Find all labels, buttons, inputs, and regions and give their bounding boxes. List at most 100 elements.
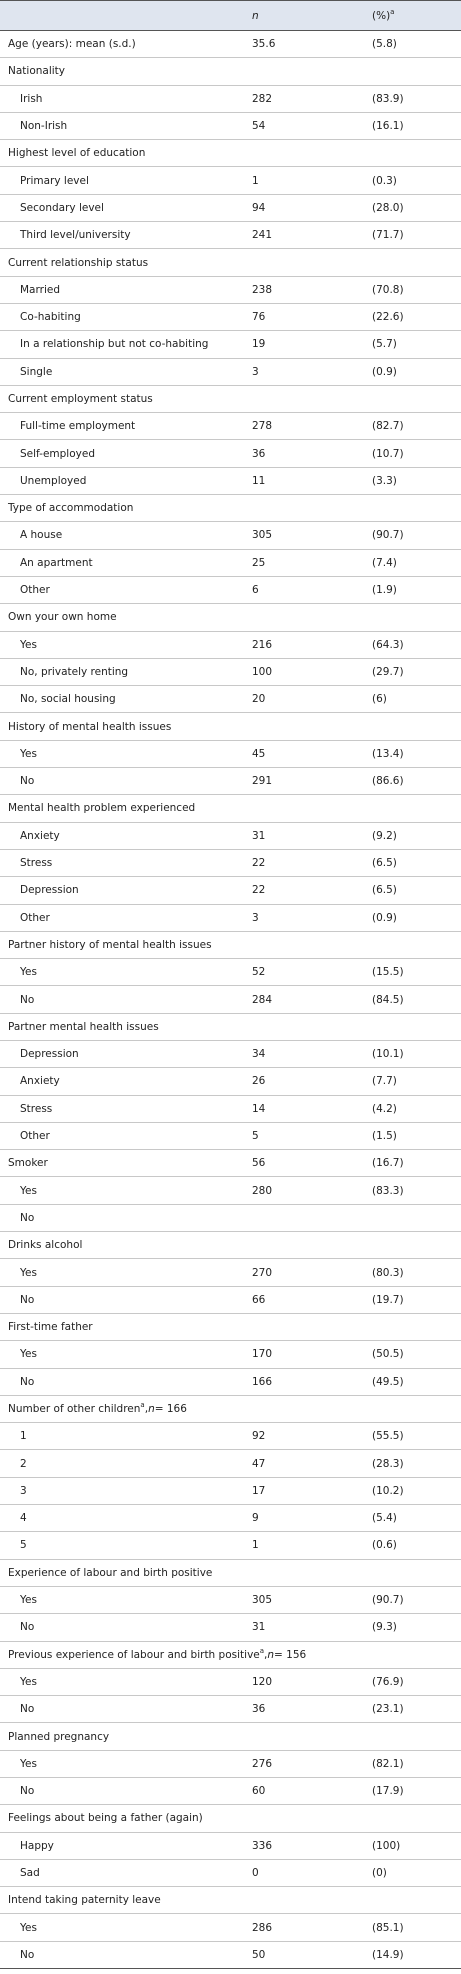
label-text: Secondary level <box>20 201 104 214</box>
label-text: Yes <box>20 966 37 979</box>
n-cell: 305 <box>252 529 273 542</box>
n-cell: 26 <box>252 1075 266 1088</box>
pct-cell: (64.3) <box>372 638 404 651</box>
n-cell: 94 <box>252 201 266 214</box>
table-row: Yes 52 (15.5) <box>0 959 461 987</box>
row-label: A house <box>20 522 62 548</box>
label-text: Single <box>20 365 53 378</box>
label-text: Intend taking paternity leave <box>8 1894 161 1907</box>
table-row: No 50 (14.9) <box>0 1942 461 1970</box>
label-text: No <box>20 1375 35 1388</box>
pct-cell: (3.3) <box>372 474 397 487</box>
pct-cell: (0) <box>372 1867 387 1880</box>
table-row: Secondary level 94 (28.0) <box>0 195 461 223</box>
table-row: Yes 270 (80.3) <box>0 1259 461 1287</box>
row-label: Happy <box>20 1833 54 1859</box>
row-label: Third level/university <box>20 222 131 248</box>
n-cell: 238 <box>252 283 273 296</box>
n-cell: 92 <box>252 1430 266 1443</box>
n-cell: 54 <box>252 120 266 133</box>
label-text: Happy <box>20 1839 54 1852</box>
table-row: Happy 336 (100) <box>0 1833 461 1860</box>
row-label: Current employment status <box>8 386 153 412</box>
row-label: No <box>20 1614 34 1640</box>
table-row: Yes 170 (50.5) <box>0 1341 461 1369</box>
label-text: 5 <box>20 1539 27 1552</box>
label-text: Partner history of mental health issues <box>8 938 212 951</box>
n-cell: 3 <box>252 365 259 378</box>
label-var: n <box>148 1402 155 1415</box>
pct-cell: (83.3) <box>372 1184 404 1197</box>
pct-cell: (6.5) <box>372 884 397 897</box>
pct-cell: (1.5) <box>372 1130 397 1143</box>
row-label: No, privately renting <box>20 659 128 685</box>
n-cell: 31 <box>252 829 266 842</box>
row-label: Yes <box>20 1341 37 1367</box>
label-text: Number of other children <box>8 1402 141 1415</box>
row-label: Partner mental health issues <box>8 1014 159 1040</box>
row-label: No <box>20 1942 34 1968</box>
row-label: Other <box>20 905 50 931</box>
label-tail: , <box>144 1402 149 1415</box>
n-cell: 47 <box>252 1457 266 1470</box>
n-cell: 120 <box>252 1675 273 1688</box>
pct-cell: (86.6) <box>372 775 404 788</box>
label-tail: , <box>264 1648 268 1661</box>
label-text: No <box>20 1293 35 1306</box>
label-text: No <box>20 1703 35 1716</box>
n-cell: 56 <box>252 1157 266 1170</box>
label-text: Previous experience of labour and birth … <box>8 1648 260 1661</box>
header-n: n <box>252 1 259 30</box>
label-text: In a relationship but not co-habiting <box>20 338 209 351</box>
header-n-text: n <box>252 9 259 22</box>
header-row: n (%) a <box>0 1 461 31</box>
row-label: Current relationship status <box>8 249 148 275</box>
pct-cell: (4.2) <box>372 1102 397 1115</box>
n-cell: 216 <box>252 638 273 651</box>
table-row: Depression 22 (6.5) <box>0 877 461 905</box>
pct-cell: (0.3) <box>372 174 397 187</box>
n-cell: 170 <box>252 1348 273 1361</box>
row-label: History of mental health issues <box>8 713 171 739</box>
row-label: No <box>20 1369 34 1395</box>
n-cell: 36 <box>252 1703 266 1716</box>
row-label: No <box>20 986 34 1012</box>
table-row: Own your own home <box>0 604 461 632</box>
label-text: Other <box>20 1130 50 1143</box>
table-row: Smoker 56 (16.7) <box>0 1150 461 1178</box>
row-label: No <box>20 1778 34 1804</box>
table-row: No 166 (49.5) <box>0 1369 461 1396</box>
row-label: 1 <box>20 1423 27 1449</box>
row-label: Yes <box>20 741 37 767</box>
row-label: No <box>20 1696 34 1722</box>
table-row: Unemployed 11 (3.3) <box>0 468 461 496</box>
n-cell: 11 <box>252 474 266 487</box>
table-row: No, privately renting 100 (29.7) <box>0 659 461 687</box>
n-cell: 286 <box>252 1921 273 1934</box>
n-cell: 35.6 <box>252 38 276 51</box>
table-row: Yes 45 (13.4) <box>0 741 461 769</box>
label-text: Yes <box>20 1184 37 1197</box>
label-text: Other <box>20 584 50 597</box>
pct-cell: (70.8) <box>372 283 404 296</box>
row-label: Yes <box>20 1587 37 1613</box>
label-text: No, privately renting <box>20 665 129 678</box>
label-text: No, social housing <box>20 693 116 706</box>
row-label: No, social housing <box>20 686 116 712</box>
table-row: Type of accommodation <box>0 495 461 523</box>
table-row: Other 6 (1.9) <box>0 577 461 605</box>
row-label: Own your own home <box>8 604 117 630</box>
table-row: No 31 (9.3) <box>0 1614 461 1642</box>
table-row: Depression 34 (10.1) <box>0 1041 461 1069</box>
label-text: Married <box>20 283 60 296</box>
row-label: Single <box>20 359 52 385</box>
table-row: Nationality <box>0 58 461 86</box>
n-cell: 19 <box>252 338 266 351</box>
row-label: Yes <box>20 959 37 985</box>
pct-cell: (23.1) <box>372 1703 404 1716</box>
pct-cell: (71.7) <box>372 229 404 242</box>
n-cell: 36 <box>252 447 266 460</box>
pct-cell: (82.1) <box>372 1757 404 1770</box>
row-label: Age (years): mean (s.d.) <box>8 31 136 57</box>
row-label: Self-employed <box>20 440 95 466</box>
